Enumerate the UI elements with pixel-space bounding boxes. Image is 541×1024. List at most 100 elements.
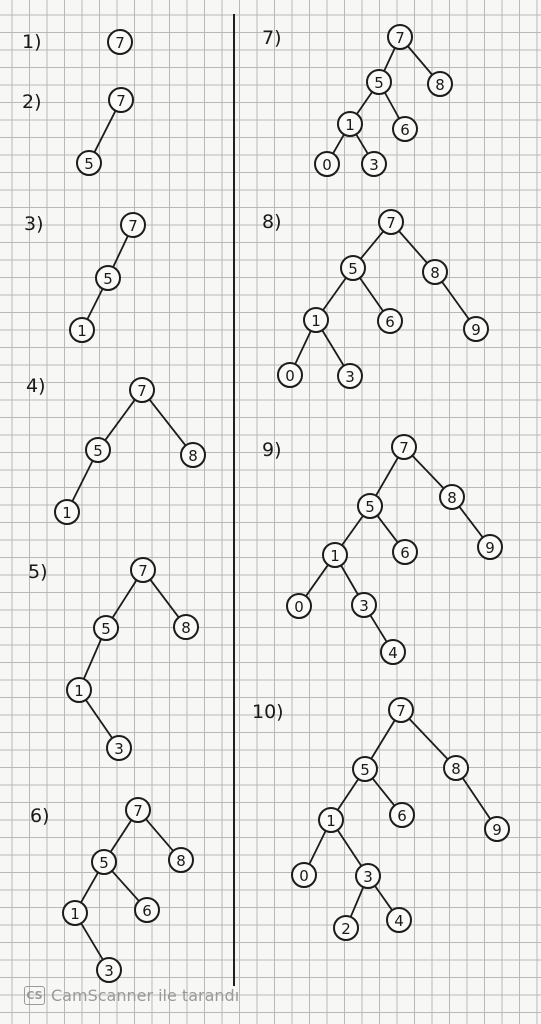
watermark-text: CamScanner ile tarandı xyxy=(51,985,240,1005)
tree-edge xyxy=(308,829,327,866)
step-label: 7) xyxy=(262,27,282,49)
node-key: 1 xyxy=(330,547,340,565)
tree-edge xyxy=(371,777,396,807)
tree-edge xyxy=(82,638,103,680)
tree-node: 7 xyxy=(391,434,417,460)
tree-node: 7 xyxy=(125,797,151,823)
node-key: 1 xyxy=(62,504,72,522)
node-circle xyxy=(386,907,412,933)
node-key: 7 xyxy=(116,92,126,110)
node-circle xyxy=(76,150,102,176)
tree-edge xyxy=(144,818,175,852)
node-key: 5 xyxy=(84,155,94,173)
node-circle xyxy=(303,307,329,333)
tree-node: 7 xyxy=(120,212,146,238)
node-circle xyxy=(277,362,303,388)
tree-node: 5 xyxy=(352,756,378,782)
node-circle xyxy=(477,534,503,560)
tree-edge xyxy=(148,398,187,447)
node-circle xyxy=(91,849,117,875)
tree-node: 5 xyxy=(91,849,117,875)
bst-step-10: 10) 7 5 8 1 6 9 0 3 2 4 xyxy=(252,697,510,941)
tree-edge xyxy=(321,329,345,367)
node-key: 7 xyxy=(137,382,147,400)
step-label: 2) xyxy=(22,91,42,113)
node-circle xyxy=(484,816,510,842)
node-circle xyxy=(314,151,340,177)
node-circle xyxy=(130,557,156,583)
tree-edge xyxy=(149,578,180,619)
tree-node: 5 xyxy=(357,493,383,519)
tree-node: 8 xyxy=(180,442,206,468)
node-key: 8 xyxy=(435,76,445,94)
node-circle xyxy=(54,499,80,525)
tree-edge xyxy=(383,91,401,120)
node-key: 0 xyxy=(322,156,332,174)
node-circle xyxy=(318,807,344,833)
node-circle xyxy=(443,755,469,781)
tree-edge xyxy=(332,133,345,155)
tree-node: 7 xyxy=(388,697,414,723)
node-circle xyxy=(392,539,418,565)
bst-step-6: 6) 7 5 8 1 6 3 xyxy=(30,797,194,983)
tree-edge xyxy=(358,276,385,313)
node-circle xyxy=(106,735,132,761)
node-key: 4 xyxy=(388,644,398,662)
tree-node: 5 xyxy=(76,150,102,176)
tree-node: 8 xyxy=(168,847,194,873)
node-circle xyxy=(361,151,387,177)
node-key: 0 xyxy=(285,367,295,385)
tree-edge xyxy=(376,514,399,544)
node-key: 8 xyxy=(430,264,440,282)
node-circle xyxy=(352,756,378,782)
tree-edge xyxy=(359,230,385,260)
step-label: 9) xyxy=(262,439,282,461)
tree-node: 3 xyxy=(337,363,363,389)
tree-edge xyxy=(336,778,360,811)
step-label: 1) xyxy=(22,31,42,53)
node-circle xyxy=(134,897,160,923)
bst-step-8: 8) 7 5 8 1 6 9 0 3 xyxy=(262,209,489,389)
node-key: 6 xyxy=(400,544,410,562)
node-circle xyxy=(387,24,413,50)
tree-node: 3 xyxy=(106,735,132,761)
tree-node: 5 xyxy=(93,615,119,641)
tree-edge xyxy=(80,871,99,904)
tree-node: 7 xyxy=(130,557,156,583)
node-key: 5 xyxy=(374,74,384,92)
node-key: 5 xyxy=(103,270,113,288)
tree-node: 4 xyxy=(380,639,406,665)
tree-node: 7 xyxy=(129,377,155,403)
node-circle xyxy=(107,29,133,55)
tree-edge xyxy=(86,287,104,321)
tree-edge xyxy=(322,276,347,312)
tree-edge xyxy=(383,46,396,73)
tree-edge xyxy=(93,109,117,154)
step-label: 3) xyxy=(24,213,44,235)
tree-node: 0 xyxy=(291,862,317,888)
node-circle xyxy=(355,863,381,889)
bst-step-2: 2) 7 5 xyxy=(22,87,134,176)
tree-node: 6 xyxy=(392,539,418,565)
node-key: 7 xyxy=(115,34,125,52)
node-key: 7 xyxy=(396,702,406,720)
node-circle xyxy=(422,259,448,285)
tree-node: 0 xyxy=(286,593,312,619)
node-key: 7 xyxy=(128,217,138,235)
node-circle xyxy=(351,592,377,618)
tree-node: 9 xyxy=(477,534,503,560)
node-key: 1 xyxy=(74,682,84,700)
tree-node: 3 xyxy=(361,151,387,177)
tree-node: 7 xyxy=(387,24,413,50)
tree-node: 1 xyxy=(303,307,329,333)
node-circle xyxy=(93,615,119,641)
tree-node: 1 xyxy=(337,111,363,137)
tree-node: 3 xyxy=(355,863,381,889)
bst-step-9: 9) 7 5 8 1 6 9 0 3 4 xyxy=(262,434,503,665)
tree-edge xyxy=(461,777,492,820)
node-circle xyxy=(389,802,415,828)
tree-edge xyxy=(294,329,312,366)
node-circle xyxy=(95,265,121,291)
tree-edge xyxy=(109,819,133,853)
